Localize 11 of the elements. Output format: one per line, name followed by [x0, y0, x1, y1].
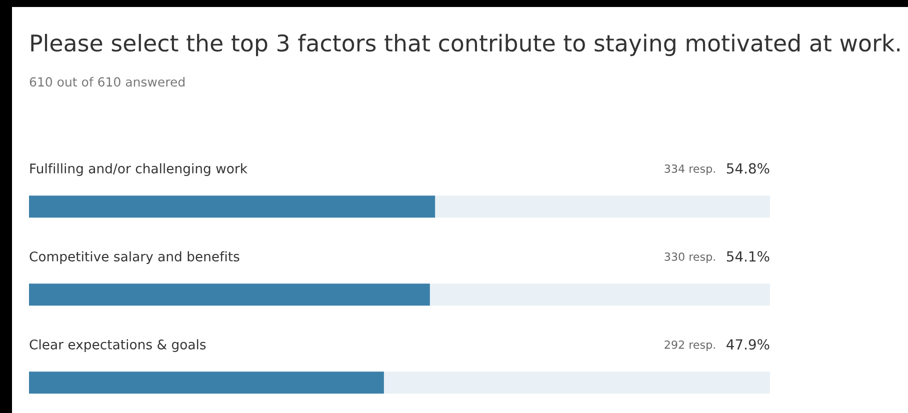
text: 292 resp. [664, 340, 715, 352]
y-tick-label: Clear expectations & goals [30, 339, 206, 352]
chart-title: Please select the top 3 factors that contribute to staying motivated at work. [31, 34, 900, 56]
data-label: 47.9% [726, 339, 770, 350]
chart-subtitle: 610 out of 610 answered [30, 76, 184, 87]
data-label: 54.8% [726, 163, 770, 174]
text: 334 resp. [664, 164, 715, 176]
data-label: 54.1% [726, 251, 770, 262]
y-tick-label: Competitive salary and benefits [30, 251, 240, 264]
text: 330 resp. [664, 252, 715, 264]
y-tick-label: Fulfilling and/or challenging work [30, 163, 248, 176]
